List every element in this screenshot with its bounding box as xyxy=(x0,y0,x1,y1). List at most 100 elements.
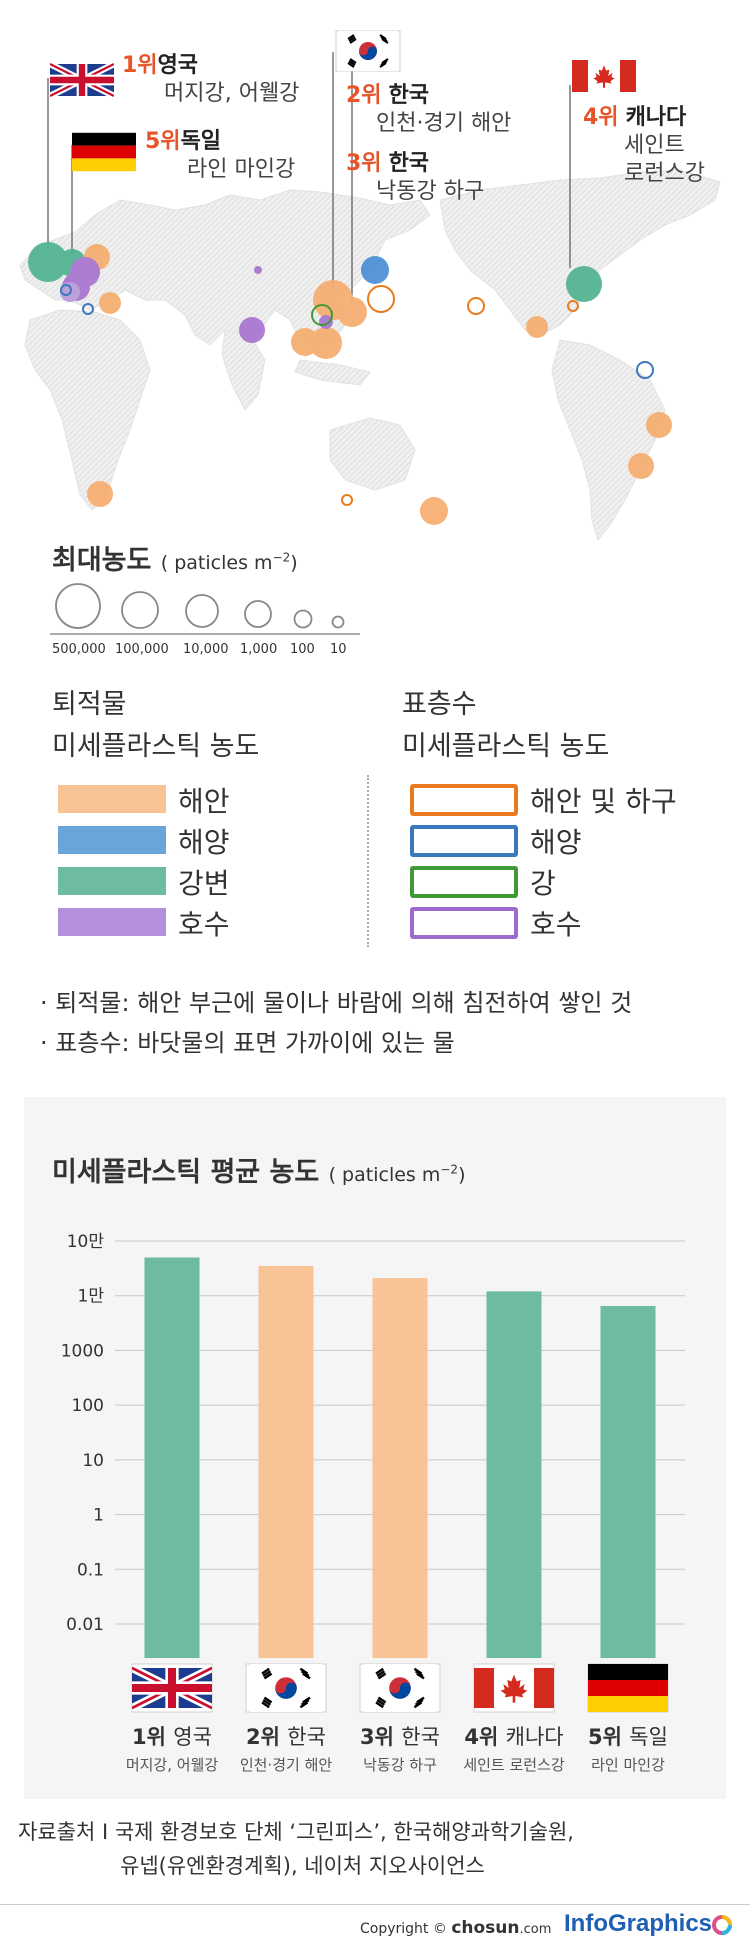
legend-divider xyxy=(367,775,369,947)
rank-number: 3위 xyxy=(346,151,382,176)
legend-label-surface-coast: 해안 및 하구 xyxy=(530,785,677,818)
ring-logo-icon xyxy=(712,1915,732,1935)
swatch-coast xyxy=(58,785,166,813)
bubble-china-coast-2 xyxy=(310,327,342,359)
bubble-brazil-coast-1 xyxy=(646,412,672,438)
x-category-sublabel: 낙동강 하구 xyxy=(363,1756,437,1774)
chart-unit: ( paticles m−2) xyxy=(328,1162,466,1186)
map-label-korea-3: 3위 한국 xyxy=(346,150,429,178)
y-tick-label: 10 xyxy=(82,1451,104,1471)
swatch-river xyxy=(58,867,166,895)
bubble-south-africa-coast xyxy=(87,481,113,507)
legend-title-line: 미세플라스틱 농도 xyxy=(52,731,260,762)
surface-legend-title: 표층수 미세플라스틱 농도 xyxy=(402,684,609,768)
size-legend-title: 최대농도 ( paticles m−2) xyxy=(52,538,298,577)
map-sub-germany: 라인 마인강 xyxy=(187,157,296,182)
brand-logo: chosun xyxy=(451,1918,520,1938)
size-label: 10,000 xyxy=(183,642,229,657)
bar xyxy=(258,1265,314,1658)
x-category-label: 5위 독일 xyxy=(588,1725,668,1749)
x-category-label: 3위 한국 xyxy=(360,1725,440,1749)
size-legend-unit: ( paticles m−2) xyxy=(160,551,298,574)
note-surface: · 표층수: 바닷물의 표면 가까이에 있는 물 xyxy=(40,1029,455,1057)
ring-europe-ocean xyxy=(60,284,72,296)
ring-china-river xyxy=(311,304,333,326)
bubble-us-coast xyxy=(526,316,548,338)
size-label: 10 xyxy=(330,642,347,657)
map-label-korea-2: 2위 한국 xyxy=(346,82,429,110)
footer-divider xyxy=(0,1904,750,1905)
country-name: 영국 xyxy=(157,53,199,78)
bar xyxy=(486,1291,542,1658)
legend-title-line: 표층수 xyxy=(402,689,477,720)
legend-label-lake: 호수 xyxy=(178,908,230,941)
y-tick-label: 0.01 xyxy=(66,1615,104,1635)
map-sub-canada-2: 로런스강 xyxy=(624,161,705,186)
size-legend-labels: 500,000 100,000 10,000 1,000 100 10 xyxy=(40,642,380,662)
bar xyxy=(600,1305,656,1658)
y-tick-label: 1 xyxy=(93,1506,104,1526)
rank-number: 4위 xyxy=(583,105,619,130)
map-sub-canada-1: 세인트 xyxy=(624,133,685,158)
sediment-legend-title: 퇴적물 미세플라스틱 농도 xyxy=(52,684,259,768)
legend-label-river: 강변 xyxy=(178,867,230,900)
x-category-label: 2위 한국 xyxy=(246,1725,326,1749)
legend-title-line: 미세플라스틱 농도 xyxy=(402,731,610,762)
germany-flag-icon xyxy=(588,1664,668,1712)
legend-label-surface-lake: 호수 xyxy=(530,908,582,941)
bubble-tibet-lake xyxy=(239,317,265,343)
map-label-uk: 1위영국 xyxy=(122,52,198,80)
map-sub-uk: 머지강, 어웰강 xyxy=(164,81,300,106)
copyright: Copyright © chosun.com xyxy=(360,1918,551,1938)
oswatch-ocean xyxy=(410,825,518,857)
unit-exp: −2 xyxy=(440,1162,459,1177)
bar xyxy=(372,1278,428,1658)
x-category-sublabel: 세인트 로런스강 xyxy=(463,1756,565,1774)
unit-text: ( paticles m xyxy=(160,552,273,574)
size-label: 100 xyxy=(290,642,315,657)
copyright-text: Copyright © xyxy=(360,1921,447,1937)
country-name: 독일 xyxy=(180,129,222,154)
se-asia-landmass xyxy=(294,359,371,386)
legend-label-surface-ocean: 해양 xyxy=(530,826,582,859)
brand-suffix: .com xyxy=(519,1922,552,1937)
country-name: 한국 xyxy=(388,83,430,108)
note-sediment: · 퇴적물: 해안 부근에 물이나 바람에 의해 침전하여 쌓인 것 xyxy=(40,989,633,1017)
rank-number: 2위 xyxy=(346,83,382,108)
y-tick-label: 0.1 xyxy=(77,1560,104,1580)
size-label: 100,000 xyxy=(115,642,169,657)
x-category-label: 1위 영국 xyxy=(132,1725,212,1749)
swatch-lake xyxy=(58,908,166,936)
x-category-label: 4위 캐나다 xyxy=(464,1725,563,1749)
oswatch-coast xyxy=(410,784,518,816)
bubble-brazil-coast-2 xyxy=(628,453,654,479)
ring-med-ocean xyxy=(82,303,94,315)
legend-label-ocean: 해양 xyxy=(178,826,230,859)
source-line-2: 유넵(유엔환경계획), 네이처 지오사이언스 xyxy=(120,1854,485,1878)
infographics-logo: InfoGraphics xyxy=(564,1910,713,1937)
korea-flag-icon xyxy=(362,1664,438,1712)
north-america-landmass xyxy=(439,169,721,336)
ring-korea-coast xyxy=(367,285,395,313)
bubble-canada-river xyxy=(566,266,602,302)
unit-text: ( paticles m xyxy=(328,1164,441,1186)
rank-number: 1위 xyxy=(122,53,158,78)
australia-landmass xyxy=(329,417,416,491)
size-label: 1,000 xyxy=(240,642,278,657)
y-tick-label: 1만 xyxy=(78,1287,105,1307)
x-category-sublabel: 인천·경기 해안 xyxy=(240,1756,333,1774)
ring-us-east-coast xyxy=(567,300,579,312)
y-tick-label: 1000 xyxy=(61,1341,104,1361)
map-label-canada: 4위 캐나다 xyxy=(583,104,686,132)
map-sub-korea-2: 인천·경기 해안 xyxy=(376,111,512,136)
bubble-australia-coast xyxy=(420,497,448,525)
canada-flag-icon xyxy=(474,1668,554,1708)
bubble-central-asia-lake xyxy=(254,266,262,274)
x-category-sublabel: 머지강, 어웰강 xyxy=(126,1756,219,1774)
oswatch-river xyxy=(410,866,518,898)
ring-atlantic-ocean xyxy=(636,361,654,379)
chart-title: 미세플라스틱 평균 농도 ( paticles m−2) xyxy=(52,1150,465,1189)
legend-title-line: 퇴적물 xyxy=(52,689,127,720)
unit-close: ) xyxy=(290,552,298,574)
map-sub-korea-3: 낙동강 하구 xyxy=(376,179,485,204)
